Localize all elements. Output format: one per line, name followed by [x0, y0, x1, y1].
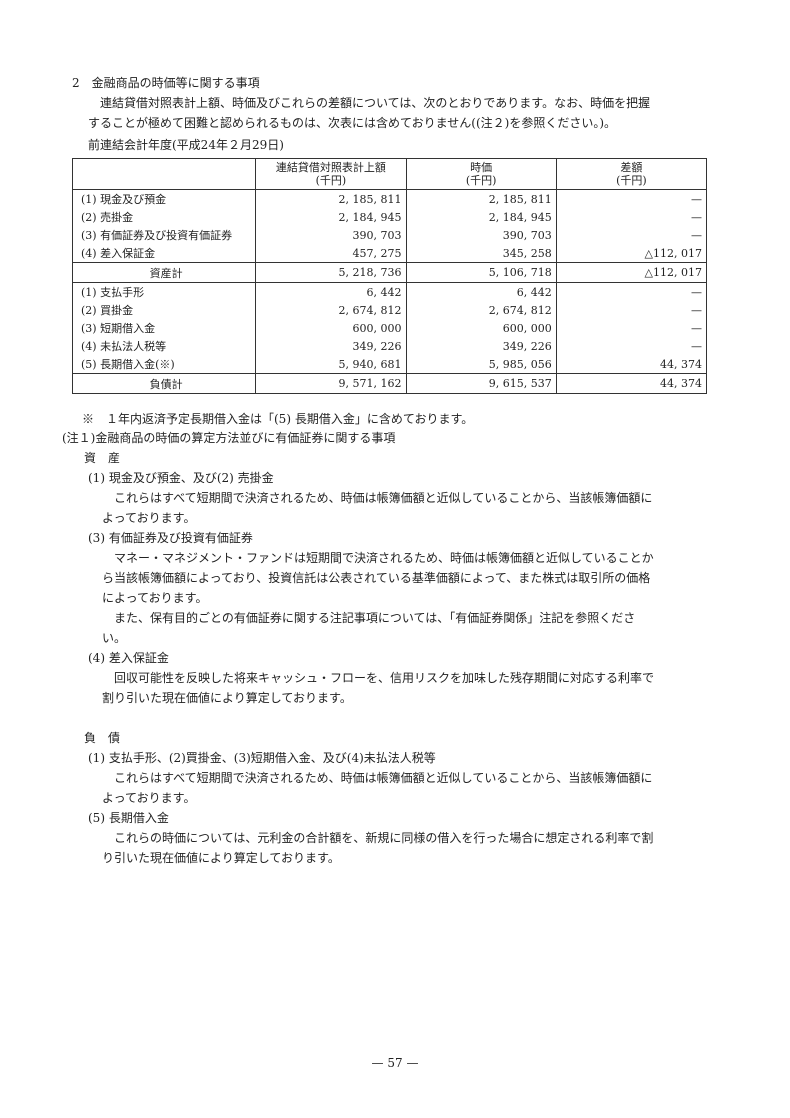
difference-cell: —	[555, 337, 708, 355]
row-label: (4) 未払法人税等	[71, 337, 257, 355]
table-row: (3) 有価証券及び投資有価証券 390, 703 390, 703—	[71, 226, 708, 244]
table-row: (2) 買掛金 2, 674, 812 2, 674, 812—	[71, 301, 708, 319]
difference-cell: 44, 374	[555, 373, 708, 394]
header-text: 時価	[470, 161, 493, 174]
difference-cell: —	[555, 226, 708, 244]
body-line: また、保有目的ごとの有価証券に関する注記事項については、「有価証券関係」注記を参…	[114, 611, 636, 625]
table-row: (5) 長期借入金(※) 5, 940, 681 5, 985, 056 44, 37…	[71, 355, 708, 374]
intro-line: 連結貸借対照表計上額、時価及びこれらの差額については、次のとおりであります。なお…	[100, 96, 651, 110]
header-unit: (千円)	[616, 174, 647, 187]
row-label: 資産計	[71, 262, 257, 283]
fair-value-cell: 6, 442	[405, 282, 557, 301]
carrying-amount-cell: 2, 674, 812	[255, 301, 407, 319]
carrying-amount-cell: 457, 275	[255, 244, 407, 263]
fair-value-cell: 390, 703	[405, 226, 557, 244]
item-title: (3) 有価証券及び投資有価証券	[88, 531, 253, 545]
row-label: 負債計	[71, 373, 257, 394]
carrying-amount-cell: 600, 000	[255, 319, 407, 337]
fair-value-cell: 600, 000	[405, 319, 557, 337]
carrying-amount-cell: 390, 703	[255, 226, 407, 244]
row-label: (2) 売掛金	[71, 208, 257, 226]
row-label: (3) 有価証券及び投資有価証券	[71, 226, 257, 244]
carrying-amount-cell: 349, 226	[255, 337, 407, 355]
fair-value-table: 連結貸借対照表計上額 (千円) 時価 (千円) 差額 (千円) (1) 現金及び預金 2…	[71, 158, 708, 394]
difference-cell: △112, 017	[555, 262, 708, 283]
item-title: (4) 差入保証金	[88, 651, 169, 665]
fair-value-cell: 2, 185, 811	[405, 189, 557, 208]
difference-cell: —	[555, 282, 708, 301]
assets-heading: 資 産	[84, 451, 121, 465]
fair-value-cell: 5, 985, 056	[405, 355, 557, 374]
liabilities-heading: 負 債	[84, 731, 121, 745]
fair-value-cell: 2, 674, 812	[405, 301, 557, 319]
fair-value-cell: 5, 106, 718	[405, 262, 557, 283]
section-heading: 2 金融商品の時価等に関する事項	[72, 76, 260, 90]
row-label: (3) 短期借入金	[71, 319, 257, 337]
header-cell: 連結貸借対照表計上額 (千円)	[255, 158, 407, 190]
body-line: よっております。	[102, 791, 196, 805]
fair-value-cell: 2, 184, 945	[405, 208, 557, 226]
header-text: 差額	[620, 161, 643, 174]
table-note: ※ １年内返済予定長期借入金は「(5) 長期借入金」に含めております。	[82, 412, 474, 426]
row-label: (1) 現金及び預金	[71, 189, 257, 208]
row-label: (5) 長期借入金(※)	[71, 355, 257, 374]
intro-line: することが極めて困難と認められるものは、次表には含めておりません((注２)を参照…	[88, 116, 617, 130]
carrying-amount-cell: 2, 185, 811	[255, 189, 407, 208]
header-cell	[71, 158, 257, 190]
page-number: — 57 —	[371, 1056, 419, 1070]
carrying-amount-cell: 5, 940, 681	[255, 355, 407, 374]
carrying-amount-cell: 6, 442	[255, 282, 407, 301]
total-row: 資産計 5, 218, 736 5, 106, 718 △112, 017	[71, 262, 708, 283]
table-header-row: 連結貸借対照表計上額 (千円) 時価 (千円) 差額 (千円)	[71, 158, 708, 190]
row-label: (2) 買掛金	[71, 301, 257, 319]
carrying-amount-cell: 2, 184, 945	[255, 208, 407, 226]
difference-cell: —	[555, 301, 708, 319]
body-line: り引いた現在価値により算定しております。	[102, 851, 340, 865]
carrying-amount-cell: 5, 218, 736	[255, 262, 407, 283]
item-title: (1) 支払手形、(2)買掛金、(3)短期借入金、及び(4)未払法人税等	[88, 751, 436, 765]
table-row: (1) 支払手形 6, 442 6, 442—	[71, 282, 708, 301]
body-line: い。	[102, 631, 127, 645]
item-title: (1) 現金及び預金、及び(2) 売掛金	[88, 471, 274, 485]
header-text: 連結貸借対照表計上額	[275, 161, 386, 174]
body-line: これらはすべて短期間で決済されるため、時価は帳簿価額と近似していることから、当該…	[114, 491, 653, 505]
difference-cell: △112, 017	[555, 244, 708, 263]
row-label: (1) 支払手形	[71, 282, 257, 301]
row-label: (4) 差入保証金	[71, 244, 257, 263]
item-title: (5) 長期借入金	[88, 811, 169, 825]
fair-value-cell: 9, 615, 537	[405, 373, 557, 394]
table-row: (4) 差入保証金 457, 275 345, 258 △112, 017	[71, 244, 708, 263]
difference-cell: —	[555, 189, 708, 208]
body-line: 割り引いた現在価値により算定しております。	[102, 691, 352, 705]
body-line: これらはすべて短期間で決済されるため、時価は帳簿価額と近似していることから、当該…	[114, 771, 653, 785]
body-line: によっております。	[102, 591, 208, 605]
header-cell: 時価 (千円)	[405, 158, 557, 190]
fair-value-cell: 349, 226	[405, 337, 557, 355]
period-label: 前連結会計年度(平成24年２月29日)	[88, 138, 284, 152]
difference-cell: —	[555, 319, 708, 337]
difference-cell: 44, 374	[555, 355, 708, 374]
table-row: (1) 現金及び預金 2, 185, 811 2, 185, 811—	[71, 189, 708, 208]
body-line: 回収可能性を反映した将来キャッシュ・フローを、信用リスクを加味した残存期間に対応…	[114, 671, 655, 685]
note1-title: (注１)金融商品の時価の算定方法並びに有価証券に関する事項	[62, 431, 396, 445]
body-line: ら当該帳簿価額によっており、投資信託は公表されている基準価額によって、また株式は…	[102, 571, 651, 585]
table-row: (2) 売掛金 2, 184, 945 2, 184, 945—	[71, 208, 708, 226]
body-line: これらの時価については、元利金の合計額を、新規に同様の借入を行った場合に想定され…	[114, 831, 654, 845]
total-row: 負債計 9, 571, 162 9, 615, 537 44, 374	[71, 373, 708, 394]
table-row: (3) 短期借入金 600, 000 600, 000—	[71, 319, 708, 337]
body-line: マネー・マネジメント・ファンドは短期間で決済されるため、時価は帳簿価額と近似して…	[114, 551, 654, 565]
header-unit: (千円)	[465, 174, 497, 187]
difference-cell: —	[555, 208, 708, 226]
header-cell: 差額 (千円)	[555, 158, 708, 190]
fair-value-cell: 345, 258	[405, 244, 557, 263]
carrying-amount-cell: 9, 571, 162	[255, 373, 407, 394]
table-row: (4) 未払法人税等 349, 226 349, 226—	[71, 337, 708, 355]
body-line: よっております。	[102, 511, 196, 525]
header-unit: (千円)	[315, 174, 347, 187]
